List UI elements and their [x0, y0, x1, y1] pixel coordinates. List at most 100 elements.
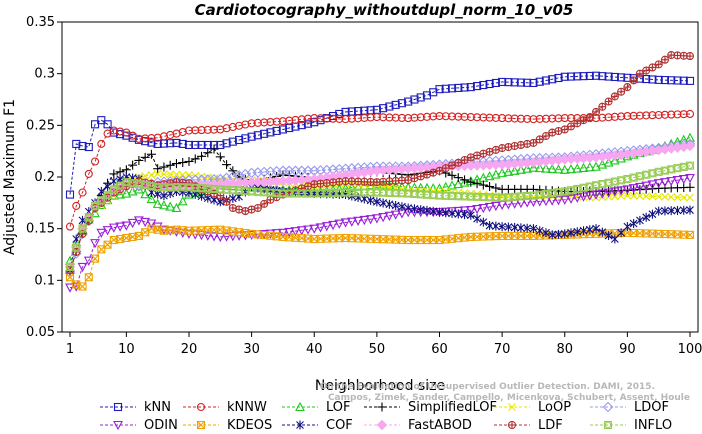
data-point: [642, 212, 651, 222]
data-point: [498, 144, 507, 153]
data-point: [385, 113, 394, 122]
data-point: [623, 83, 632, 92]
data-point: [485, 221, 494, 231]
data-point: [479, 113, 488, 122]
data-point: [404, 203, 413, 213]
data-point: [441, 112, 450, 121]
x-tick-label: 1: [66, 342, 74, 357]
data-point: [90, 239, 100, 249]
data-point: [510, 114, 519, 123]
data-point: [529, 78, 538, 88]
data-point: [78, 188, 87, 197]
data-point: [97, 196, 106, 205]
y-tick-label: 0.1: [34, 273, 55, 288]
data-point: [534, 162, 545, 173]
data-point: [410, 95, 419, 104]
legend-item-kdeos: KDEOS: [183, 418, 272, 433]
data-point: [440, 207, 451, 217]
legend-label: SimplifiedLOF: [408, 400, 497, 415]
data-point: [197, 151, 207, 161]
data-point: [285, 116, 294, 125]
data-point: [453, 206, 464, 217]
data-point: [391, 201, 400, 211]
legend-marker: [113, 420, 123, 431]
series-line: [69, 173, 691, 268]
data-point: [153, 139, 162, 148]
data-point: [121, 188, 132, 198]
data-point: [560, 114, 569, 123]
data-point: [72, 247, 81, 256]
legend-item-inflo: INFLO: [590, 418, 672, 433]
data-point: [178, 170, 187, 179]
data-point: [542, 228, 550, 238]
x-tick-label: 70: [494, 342, 511, 357]
data-point: [316, 114, 325, 123]
data-point: [447, 84, 457, 93]
data-point: [284, 227, 295, 238]
legend-item-lof: LOF: [282, 400, 351, 415]
data-point: [604, 231, 613, 241]
legend-label: kNN: [144, 400, 171, 415]
data-point: [509, 165, 520, 175]
data-point: [197, 126, 206, 135]
data-point: [191, 140, 200, 150]
data-point: [515, 164, 526, 174]
data-point: [91, 254, 100, 263]
data-point: [83, 256, 94, 266]
data-point: [585, 71, 594, 80]
data-point: [153, 164, 163, 174]
data-point: [115, 189, 126, 199]
legend-label: LDOF: [634, 400, 669, 415]
data-point: [416, 113, 425, 122]
legend-label: INFLO: [634, 418, 672, 433]
data-point: [535, 114, 544, 123]
data-point: [491, 113, 500, 122]
data-point: [504, 114, 513, 123]
data-point: [303, 119, 313, 128]
data-point: [485, 182, 495, 192]
data-point: [516, 114, 525, 123]
legend-marker: [376, 419, 388, 431]
data-point: [667, 206, 676, 216]
data-point: [685, 230, 695, 239]
data-point: [553, 164, 564, 174]
data-point: [309, 224, 320, 234]
data-point: [603, 157, 614, 167]
data-point: [371, 214, 382, 224]
y-tick-label: 0.2: [34, 170, 55, 185]
data-point: [209, 232, 219, 242]
data-point: [385, 102, 394, 111]
y-tick-label: 0.35: [26, 15, 55, 30]
data-point: [498, 114, 507, 123]
data-point: [65, 283, 75, 293]
data-point: [585, 225, 594, 235]
data-point: [604, 72, 613, 81]
data-point: [372, 113, 381, 122]
data-point: [65, 262, 75, 271]
data-point: [202, 231, 213, 241]
legend-marker: [295, 401, 305, 412]
data-point: [573, 119, 582, 128]
data-point: [679, 110, 688, 119]
data-point: [102, 195, 113, 205]
data-point: [441, 84, 450, 93]
data-point: [141, 172, 150, 180]
data-point: [548, 230, 557, 240]
data-point: [573, 227, 582, 237]
data-point: [684, 140, 696, 152]
data-point: [623, 222, 632, 232]
data-point: [222, 139, 231, 148]
data-point: [84, 142, 93, 152]
data-point: [685, 109, 695, 119]
data-point: [228, 122, 237, 132]
data-point: [454, 209, 463, 219]
data-point: [429, 206, 438, 216]
data-point: [559, 195, 570, 205]
data-point: [629, 191, 638, 200]
data-point: [660, 55, 669, 64]
chart-title: Cardiotocography_withoutdupl_norm_10_v05: [195, 1, 574, 19]
legend-label: LDF: [538, 418, 563, 433]
data-point: [379, 104, 388, 113]
data-point: [560, 125, 569, 134]
data-point: [203, 125, 212, 134]
